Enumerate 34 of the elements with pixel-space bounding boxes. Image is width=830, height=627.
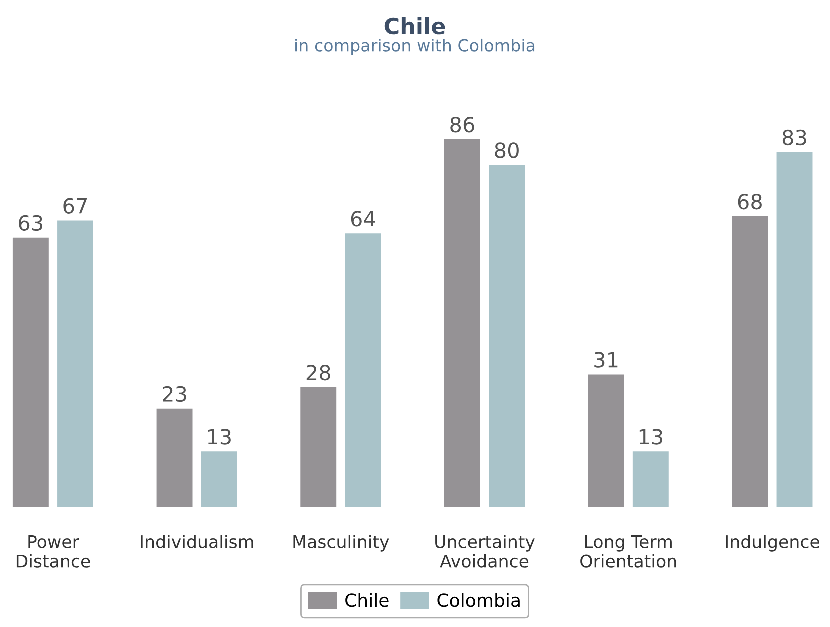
bar — [156, 408, 193, 508]
data-label: 13 — [640, 429, 662, 445]
legend-label: Colombia — [438, 593, 520, 608]
x-tick-label: Power Distance — [16, 536, 90, 568]
chart-subtitle: in comparison with Colombia — [296, 38, 535, 56]
x-tick-label: Uncertainty Avoidance — [436, 535, 535, 568]
data-label: 63 — [19, 215, 43, 232]
data-label: 64 — [351, 211, 376, 227]
legend-label: Chile — [346, 593, 389, 608]
data-label: 13 — [208, 429, 231, 445]
x-tick-label: Masculinity — [294, 535, 390, 552]
data-label: 28 — [306, 364, 330, 381]
bar — [12, 238, 49, 508]
bar — [776, 152, 813, 508]
data-label: 86 — [450, 116, 474, 133]
data-label: 31 — [594, 352, 618, 368]
bar — [345, 234, 382, 508]
x-tick-label: Long Term Orientation — [580, 536, 676, 568]
bar — [632, 452, 669, 508]
x-tick-label: Indulgence — [726, 535, 820, 552]
bar — [58, 220, 94, 508]
bar — [489, 165, 526, 508]
data-label: 67 — [64, 198, 87, 214]
data-label: 23 — [163, 386, 186, 402]
bar — [444, 140, 480, 508]
data-label: 83 — [782, 130, 806, 146]
bar — [588, 374, 624, 508]
data-label: 68 — [738, 194, 762, 210]
bar — [732, 216, 768, 508]
bar — [201, 452, 238, 508]
x-tick-label: Individualism — [141, 535, 254, 548]
data-label: 80 — [495, 142, 519, 158]
chart-title: Chile — [384, 17, 446, 35]
bar — [300, 388, 337, 508]
